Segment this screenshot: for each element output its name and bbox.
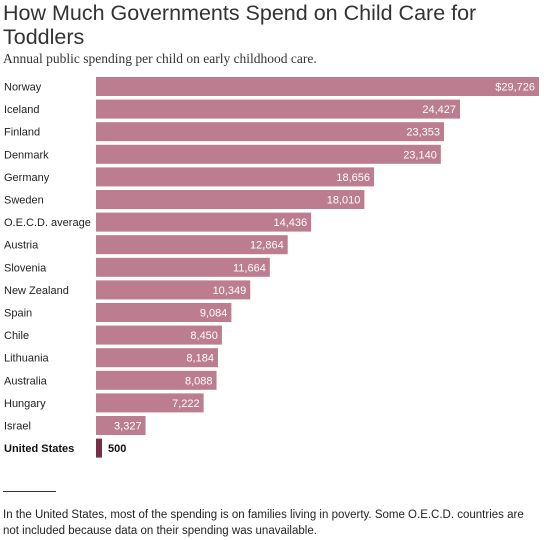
value-label-new-zealand: 10,349 — [213, 285, 247, 297]
category-label-lithuania: Lithuania — [4, 353, 50, 365]
bar-iceland — [96, 99, 461, 119]
bar-new-zealand — [96, 280, 251, 300]
bar-australia — [96, 370, 217, 390]
value-label-norway: $29,726 — [495, 82, 535, 94]
chart-title: How Much Governments Spend on Child Care… — [3, 1, 477, 49]
value-label-united-states: 500 — [108, 443, 126, 455]
bar-denmark — [96, 144, 441, 164]
bar-spain — [96, 303, 232, 322]
category-label-spain: Spain — [4, 308, 32, 320]
bar-germany — [96, 167, 375, 187]
category-label-austria: Austria — [4, 240, 39, 252]
value-label-lithuania: 8,184 — [186, 353, 214, 365]
category-label-new-zealand: New Zealand — [4, 285, 69, 297]
category-label-sweden: Sweden — [4, 195, 44, 207]
category-label-chile: Chile — [4, 330, 29, 342]
category-label-iceland: Iceland — [4, 104, 39, 116]
bar-lithuania — [96, 348, 218, 368]
chart-subtitle: Annual public spending per child on earl… — [3, 51, 317, 66]
value-label-o-e-c-d-average: 14,436 — [273, 217, 307, 229]
category-label-australia: Australia — [4, 375, 48, 387]
bar-sweden — [96, 190, 365, 209]
category-label-germany: Germany — [4, 172, 50, 184]
value-label-israel: 3,327 — [114, 421, 142, 433]
bar-o-e-c-d-average — [96, 212, 312, 232]
category-label-finland: Finland — [4, 127, 40, 139]
value-label-sweden: 18,010 — [327, 195, 361, 207]
category-label-norway: Norway — [4, 82, 42, 94]
category-label-israel: Israel — [4, 421, 31, 433]
value-label-austria: 12,864 — [250, 240, 284, 252]
bar-austria — [96, 235, 288, 255]
category-label-united-states: United States — [4, 443, 74, 455]
bar-norway — [96, 77, 539, 96]
value-label-denmark: 23,140 — [403, 149, 437, 161]
value-label-chile: 8,450 — [190, 330, 218, 342]
category-label-slovenia: Slovenia — [4, 262, 47, 274]
value-label-slovenia: 11,664 — [233, 262, 266, 274]
category-label-o-e-c-d-average: O.E.C.D. average — [4, 217, 91, 229]
category-label-denmark: Denmark — [4, 149, 49, 161]
value-label-iceland: 24,427 — [422, 104, 456, 116]
bar-hungary — [96, 393, 204, 413]
bar-chart: Norway $29,726 Iceland 24,427 Finland 23,353 D… — [4, 77, 539, 458]
bar-finland — [96, 122, 445, 142]
value-label-spain: 9,084 — [200, 308, 228, 320]
value-label-finland: 23,353 — [406, 127, 440, 139]
value-label-australia: 8,088 — [185, 375, 213, 387]
bar-chile — [96, 325, 222, 345]
bar-slovenia — [96, 257, 270, 277]
bar-israel — [96, 416, 146, 435]
value-label-germany: 18,656 — [336, 172, 370, 184]
value-label-hungary: 7,222 — [172, 398, 200, 410]
category-label-hungary: Hungary — [4, 398, 46, 410]
footnote-divider — [3, 491, 56, 492]
bar-united-states — [96, 438, 102, 458]
footnote: In the United States, most of the spendi… — [3, 509, 524, 537]
